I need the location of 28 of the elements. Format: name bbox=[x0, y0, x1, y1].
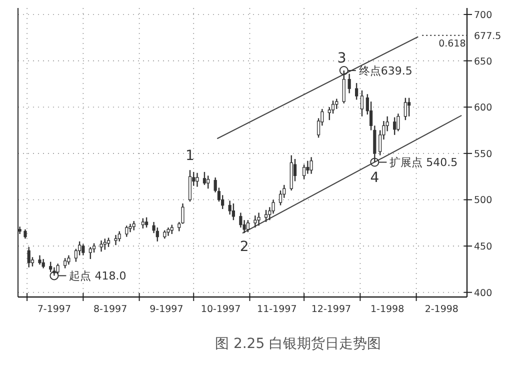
annotation: 起点 418.0 bbox=[69, 270, 126, 283]
annotation: 1 bbox=[186, 148, 194, 164]
y-tick-label: 500 bbox=[474, 195, 492, 206]
annotation: 0.618 bbox=[438, 38, 466, 50]
x-tick-label: 2-1998 bbox=[424, 304, 458, 315]
x-tick-label: 11-1997 bbox=[257, 304, 297, 315]
annotation: 扩展点 540.5 bbox=[390, 156, 458, 170]
annotation: 3 bbox=[337, 50, 346, 67]
annotation: 扩展点 540.5 bbox=[370, 156, 458, 170]
ref-line-label: 677.5 bbox=[474, 30, 502, 42]
x-tick-label: 1-1998 bbox=[370, 304, 404, 315]
annotation: 2 bbox=[240, 239, 249, 256]
x-tick-label: 9-1997 bbox=[150, 304, 184, 315]
y-tick-label: 650 bbox=[474, 56, 492, 68]
y-tick-label: 400 bbox=[474, 288, 492, 299]
y-tick-label: 700 bbox=[474, 10, 492, 21]
annotation: 终点639.5 bbox=[358, 64, 412, 78]
annotation: 终点639.5 bbox=[339, 64, 412, 78]
y-tick-label: 600 bbox=[474, 102, 492, 114]
text: 图 2.25 白银期货日走势图 bbox=[215, 336, 382, 352]
x-tick-label: 7-1997 bbox=[37, 304, 72, 315]
x-tick-label: 12-1997 bbox=[311, 304, 352, 315]
x-tick-label: 10-1997 bbox=[200, 304, 241, 315]
annotation: 起点 418.0 bbox=[50, 270, 126, 283]
x-tick-label: 8-1997 bbox=[94, 304, 128, 315]
annotation: 4 bbox=[370, 170, 380, 186]
y-tick-label: 550 bbox=[474, 148, 492, 160]
y-tick-label: 450 bbox=[474, 242, 492, 253]
